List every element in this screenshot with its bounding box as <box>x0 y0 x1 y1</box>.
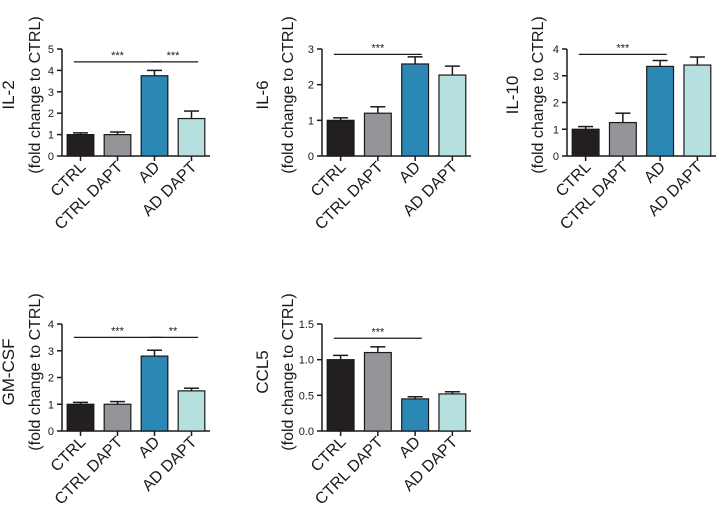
y-axis-subtitle: (fold change to CTRL) <box>27 16 44 173</box>
x-tick-label: AD <box>136 434 164 462</box>
bar-ad-dapt <box>438 393 467 432</box>
y-axis-title: IL-6 <box>253 80 272 109</box>
significance-label: *** <box>371 326 385 338</box>
significance-label: *** <box>167 50 181 62</box>
x-tick-label: AD <box>641 159 669 187</box>
x-tick-label: AD <box>136 159 164 187</box>
y-tick-label: 0.5 <box>299 390 314 402</box>
y-tick-label: 5 <box>48 44 54 56</box>
significance-label: *** <box>616 42 630 54</box>
y-tick-label: 4 <box>48 65 54 77</box>
y-tick-label: 1 <box>48 399 54 411</box>
y-axis-title: CCL5 <box>253 350 272 393</box>
y-tick-label: 1 <box>308 115 314 127</box>
y-tick-label: 0 <box>48 151 54 163</box>
y-tick-label: 3 <box>553 71 559 83</box>
bar-ctrl <box>326 359 355 432</box>
y-tick-label: 1.0 <box>299 355 314 367</box>
y-tick-label: 0 <box>553 151 559 163</box>
bar-ad-dapt <box>683 64 712 157</box>
y-tick-label: 2 <box>48 373 54 385</box>
bar-ad-dapt <box>177 390 206 432</box>
y-tick-label: 0 <box>48 426 54 438</box>
bar-ad <box>140 75 169 157</box>
significance-label: *** <box>111 50 125 62</box>
y-tick-label: 1 <box>553 124 559 136</box>
bar-ctrl-dapt <box>363 351 392 432</box>
y-tick-label: 2 <box>48 108 54 120</box>
y-tick-label: 2 <box>553 98 559 110</box>
bar-ad-dapt <box>177 117 206 157</box>
y-axis-subtitle: (fold change to CTRL) <box>530 16 547 173</box>
y-tick-label: 1.5 <box>299 319 314 331</box>
y-tick-label: 2 <box>308 80 314 92</box>
y-tick-label: 3 <box>308 44 314 56</box>
bar-ctrl <box>66 134 95 157</box>
y-axis-subtitle: (fold change to CTRL) <box>280 293 297 450</box>
y-tick-label: 0.0 <box>299 426 314 438</box>
bar-ctrl <box>571 128 600 157</box>
bar-ctrl-dapt <box>363 112 392 157</box>
significance-label: *** <box>111 325 125 337</box>
x-tick-label: AD <box>396 159 424 187</box>
y-axis-subtitle: (fold change to CTRL) <box>27 293 44 450</box>
y-tick-label: 4 <box>553 44 559 56</box>
bar-ctrl-dapt <box>103 403 132 432</box>
y-tick-label: 3 <box>48 346 54 358</box>
y-axis-title: IL-10 <box>503 76 522 115</box>
y-tick-label: 0 <box>308 151 314 163</box>
bar-ad <box>401 398 430 432</box>
bar-ad <box>401 63 430 157</box>
bar-ad <box>646 65 675 157</box>
y-axis-title: GM-CSF <box>0 338 18 405</box>
bar-ctrl <box>66 403 95 432</box>
y-axis-title: IL-2 <box>0 80 18 109</box>
bar-ctrl-dapt <box>608 121 637 157</box>
bar-ctrl <box>326 119 355 157</box>
y-tick-label: 3 <box>48 87 54 99</box>
significance-label: ** <box>169 325 178 337</box>
y-tick-label: 1 <box>48 130 54 142</box>
significance-label: *** <box>371 42 385 54</box>
y-tick-label: 4 <box>48 319 54 331</box>
bar-ad-dapt <box>438 74 467 157</box>
x-tick-label: AD <box>396 434 424 462</box>
bar-ctrl-dapt <box>103 134 132 157</box>
y-axis-subtitle: (fold change to CTRL) <box>280 16 297 173</box>
bar-ad <box>140 355 169 432</box>
